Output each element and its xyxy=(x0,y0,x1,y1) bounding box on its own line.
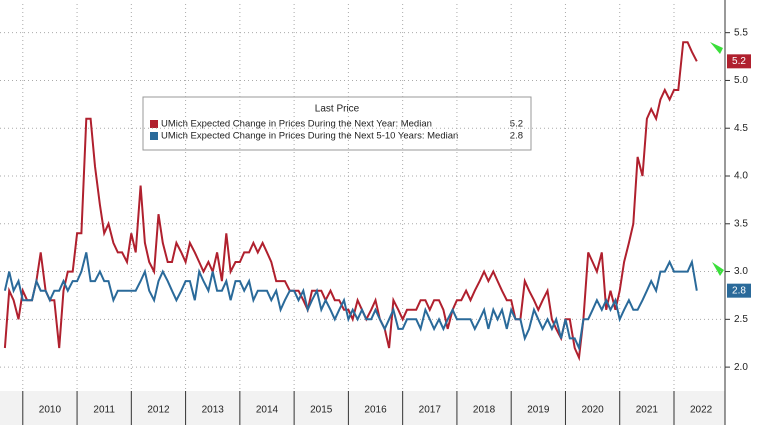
y-tick-label: 2.0 xyxy=(734,362,748,373)
legend-box xyxy=(142,96,532,151)
last-value-label: 5.2 xyxy=(732,56,746,67)
arrow xyxy=(710,42,723,54)
x-tick-label: 2010 xyxy=(39,405,62,416)
x-tick-label: 2012 xyxy=(147,405,170,416)
x-tick-label: 2015 xyxy=(310,405,333,416)
legend-label: UMich Expected Change in Prices During t… xyxy=(161,131,458,142)
last-value-box xyxy=(727,54,751,69)
last-value-label: 2.8 xyxy=(732,285,746,296)
x-tick-label: 2014 xyxy=(256,405,279,416)
x-tick-label: 2016 xyxy=(364,405,387,416)
y-tick-label: 5.0 xyxy=(734,75,748,86)
y-tick-label: 5.5 xyxy=(734,27,748,38)
legend-title: Last Price xyxy=(315,104,360,115)
y-tick-label: 3.5 xyxy=(734,218,748,229)
legend-label: UMich Expected Change in Prices During t… xyxy=(161,119,432,130)
x-tick-label: 2017 xyxy=(419,405,442,416)
legend-value: 2.8 xyxy=(510,131,523,142)
x-tick-label: 2019 xyxy=(527,405,550,416)
x-tick-label: 2020 xyxy=(581,405,604,416)
y-tick-label: 2.5 xyxy=(734,314,748,325)
legend-swatch xyxy=(150,132,158,140)
x-tick-label: 2022 xyxy=(690,405,713,416)
series-line xyxy=(3,252,698,352)
legend-value: 5.2 xyxy=(510,119,523,130)
last-value-box xyxy=(727,283,751,298)
arrow xyxy=(712,262,724,276)
x-tick-label: 2011 xyxy=(93,405,115,416)
x-tick-label: 2013 xyxy=(202,405,225,416)
x-tick-label: 2018 xyxy=(473,405,496,416)
y-tick-label: 4.0 xyxy=(734,171,748,182)
x-tick-label: 2021 xyxy=(636,405,659,416)
y-tick-label: 4.5 xyxy=(734,123,748,134)
legend-swatch xyxy=(150,120,158,128)
legend: Last Price UMich Expected Change in Pric… xyxy=(142,96,532,151)
y-tick-label: 3.0 xyxy=(734,266,748,277)
x-axis-band xyxy=(0,391,725,425)
